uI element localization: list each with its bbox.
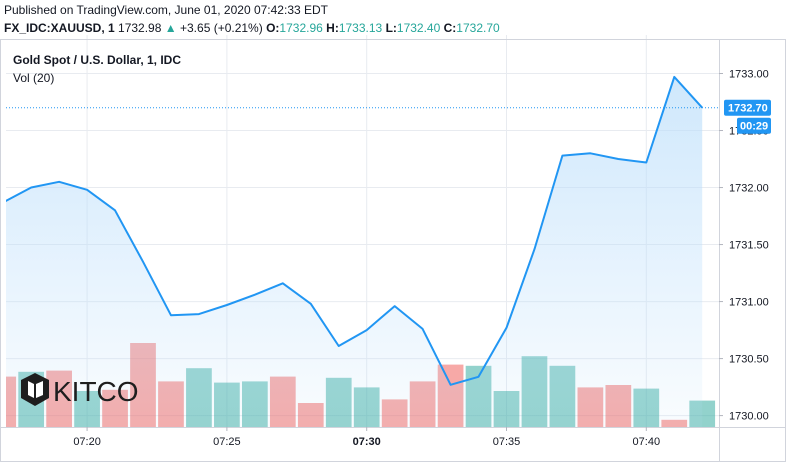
time-axis[interactable]: 07:20 07:25 07:30 07:35 07:40 <box>73 427 660 448</box>
close-label: C: <box>443 21 457 35</box>
open-label: O: <box>266 21 280 35</box>
time-tick-label: 07:35 <box>493 436 521 448</box>
price-tags: 1732.70 00:29 <box>724 99 771 134</box>
low-label: L: <box>385 21 397 35</box>
time-tick-label: 07:30 <box>353 436 381 448</box>
price-area <box>6 75 719 427</box>
close-value: 1732.70 <box>456 21 500 35</box>
open-value: 1732.96 <box>279 21 323 35</box>
countdown-tag-text: 00:29 <box>740 121 768 133</box>
price-tick-label: 1730.50 <box>729 354 769 366</box>
last-price: 1732.98 <box>118 21 162 35</box>
price-change: +3.65 (+0.21%) <box>180 21 263 35</box>
price-line <box>6 75 703 386</box>
price-tick-label: 1731.00 <box>729 297 769 309</box>
price-tick-label: 1732.00 <box>729 183 769 195</box>
low-value: 1732.40 <box>396 21 441 35</box>
ohlc-header: FX_IDC:XAUUSD, 1 1732.98 ▲ +3.65 (+0.21%… <box>4 21 500 35</box>
high-value: 1733.13 <box>338 21 383 35</box>
last-price-tag-text: 1732.70 <box>728 103 768 115</box>
kitco-logo-icon <box>21 373 49 406</box>
countdown-tag <box>737 117 771 134</box>
symbol-label[interactable]: FX_IDC:XAUUSD, 1 <box>4 21 115 35</box>
up-arrow-icon: ▲ <box>164 21 177 35</box>
publish-info: Published on TradingView.com, June 01, 2… <box>4 3 328 17</box>
price-tick-label: 1733.00 <box>729 69 769 81</box>
kitco-logo: KITCO <box>20 372 150 413</box>
price-tick-label: 1731.50 <box>729 240 769 252</box>
volume-legend[interactable]: Vol (20) <box>13 71 54 85</box>
time-tick-label: 07:40 <box>633 436 661 448</box>
time-tick-label: 07:25 <box>213 436 241 448</box>
series-legend[interactable]: Gold Spot / U.S. Dollar, 1, IDC <box>13 53 181 67</box>
kitco-logo-text: KITCO <box>53 376 139 407</box>
time-tick-label: 07:20 <box>73 436 101 448</box>
last-price-tag <box>724 99 771 116</box>
price-tick-label: 1730.00 <box>729 411 769 423</box>
high-label: H: <box>326 21 339 35</box>
price-area-fill <box>6 76 703 427</box>
